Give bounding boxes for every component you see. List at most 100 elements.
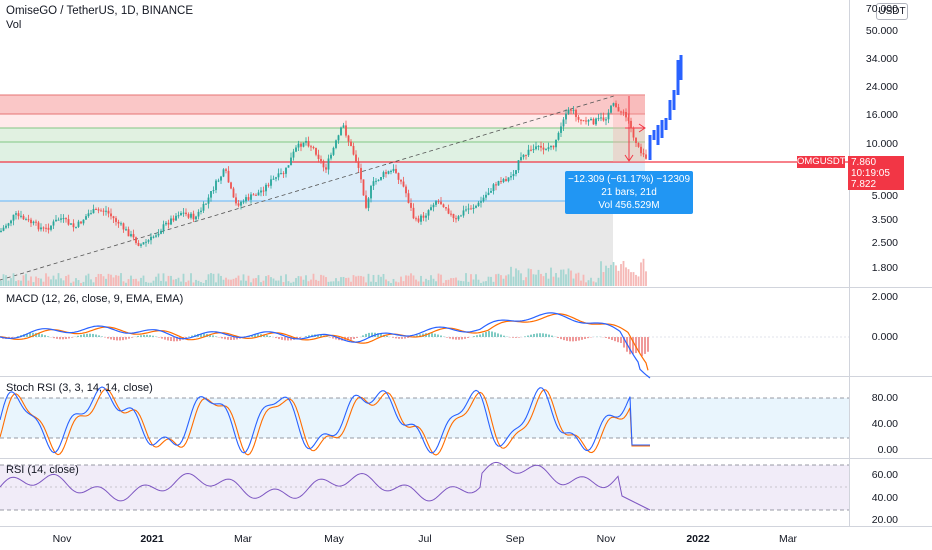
candle-body bbox=[460, 215, 462, 217]
candle-body bbox=[330, 154, 332, 159]
macd-label[interactable]: MACD (12, 26, close, 9, EMA, EMA) bbox=[6, 293, 184, 305]
macd-histogram-bar bbox=[146, 334, 148, 337]
macd-histogram-bar bbox=[89, 333, 91, 337]
macd-histogram-bar bbox=[434, 333, 436, 337]
candle-body bbox=[422, 215, 425, 218]
stoch-k-line[interactable] bbox=[0, 386, 650, 454]
macd-signal-line[interactable] bbox=[0, 313, 649, 371]
candle-body bbox=[487, 192, 490, 195]
volume-bar bbox=[312, 273, 315, 286]
macd-histogram-bar bbox=[137, 335, 139, 337]
macd-histogram-bar bbox=[452, 337, 454, 340]
candle-body bbox=[180, 213, 182, 216]
volume-bar bbox=[212, 273, 215, 286]
candle-body bbox=[27, 219, 30, 221]
candle-body bbox=[80, 221, 82, 224]
stoch-d-line[interactable] bbox=[0, 388, 650, 456]
volume-bar bbox=[352, 275, 355, 286]
candle-body bbox=[342, 125, 345, 128]
volume-bar bbox=[370, 281, 372, 286]
volume-bar bbox=[475, 274, 477, 286]
candle-body bbox=[82, 219, 85, 224]
macd-histogram-bar bbox=[560, 337, 562, 340]
candle-body bbox=[370, 185, 372, 199]
volume-bar bbox=[317, 280, 320, 286]
candle-body bbox=[355, 154, 357, 162]
candles[interactable] bbox=[0, 100, 647, 248]
macd-histogram-bar bbox=[536, 333, 538, 337]
stoch-rsi-label[interactable]: Stoch RSI (3, 3, 14, 14, close) bbox=[6, 382, 153, 394]
candle-body bbox=[317, 154, 320, 159]
macd-histogram-bar bbox=[446, 337, 448, 338]
volume-bar bbox=[90, 279, 92, 286]
candle-body bbox=[105, 210, 107, 212]
time-axis-label: Mar bbox=[233, 533, 253, 545]
candle-body bbox=[62, 218, 65, 220]
trend-line[interactable] bbox=[0, 95, 615, 281]
macd-histogram-bar bbox=[281, 337, 283, 340]
rsi-line[interactable] bbox=[0, 461, 651, 511]
volume-bar bbox=[520, 273, 522, 286]
volume-bar bbox=[227, 279, 230, 286]
macd-histogram-bar bbox=[416, 335, 418, 337]
macd-histogram-bar bbox=[473, 336, 475, 337]
rsi-label[interactable]: RSI (14, close) bbox=[6, 464, 79, 476]
candle-body bbox=[632, 128, 635, 138]
macd-histogram-bar bbox=[461, 337, 463, 340]
volume-bar bbox=[632, 272, 635, 286]
candle-body bbox=[307, 141, 310, 147]
volume-bar bbox=[262, 280, 265, 286]
volume-bar bbox=[380, 276, 382, 286]
rsi-band bbox=[0, 465, 849, 510]
candle-body bbox=[360, 167, 362, 180]
macd-histogram-bar bbox=[65, 337, 67, 340]
candle-body bbox=[392, 168, 395, 171]
volume-bar bbox=[175, 279, 177, 286]
projection-bar bbox=[679, 55, 683, 80]
macd-histogram-bar bbox=[335, 337, 337, 340]
fib-zones[interactable] bbox=[0, 94, 645, 286]
volume-bar bbox=[602, 272, 605, 286]
volume-bar bbox=[490, 276, 492, 286]
volume-bar bbox=[152, 280, 155, 286]
volume-bar bbox=[77, 280, 80, 286]
volume-bar bbox=[155, 276, 157, 286]
volume-bar bbox=[330, 281, 332, 286]
macd-histogram-bar bbox=[356, 337, 358, 338]
candle-body bbox=[400, 179, 402, 182]
volume-bar bbox=[565, 274, 567, 286]
macd-histogram-bar bbox=[431, 333, 433, 337]
macd-histogram-bar bbox=[497, 333, 499, 337]
time-axis-label: 2021 bbox=[140, 533, 164, 545]
candle-body bbox=[435, 201, 437, 205]
chart-title[interactable]: OmiseGO / TetherUS, 1D, BINANCE bbox=[6, 5, 194, 17]
candle-body bbox=[485, 194, 487, 198]
candle-body bbox=[545, 149, 547, 151]
macd-line[interactable] bbox=[0, 312, 651, 379]
candle-body bbox=[582, 120, 585, 122]
projection-bars[interactable] bbox=[648, 55, 683, 160]
last-price-box[interactable]: 7.860 10:19:05 7.822 bbox=[848, 156, 904, 190]
measure-tooltip[interactable]: −12.309 (−61.17%) −12309 21 bars, 21d Vo… bbox=[565, 171, 693, 214]
volume-bar bbox=[442, 282, 445, 286]
candle-body bbox=[587, 120, 590, 122]
candle-body bbox=[302, 142, 305, 147]
currency-button[interactable]: USDT bbox=[876, 3, 908, 20]
volume-bar bbox=[255, 278, 257, 286]
volume-bar bbox=[322, 275, 325, 286]
volume-label[interactable]: Vol bbox=[6, 19, 22, 31]
candle-body bbox=[72, 223, 75, 228]
candle-body bbox=[232, 188, 235, 198]
candle-body bbox=[275, 177, 277, 179]
volume-bar bbox=[567, 268, 570, 286]
symbol-tag[interactable]: OMGUSDT bbox=[797, 156, 846, 168]
volume-bar bbox=[57, 273, 60, 286]
candle-body bbox=[452, 213, 455, 219]
time-axis-label: Mar bbox=[778, 533, 798, 545]
candle-body bbox=[525, 154, 527, 156]
macd-histogram-bar bbox=[584, 337, 586, 339]
macd-histogram-bar bbox=[515, 337, 517, 338]
macd-histogram-bar bbox=[350, 337, 352, 340]
candle-body bbox=[477, 202, 480, 206]
